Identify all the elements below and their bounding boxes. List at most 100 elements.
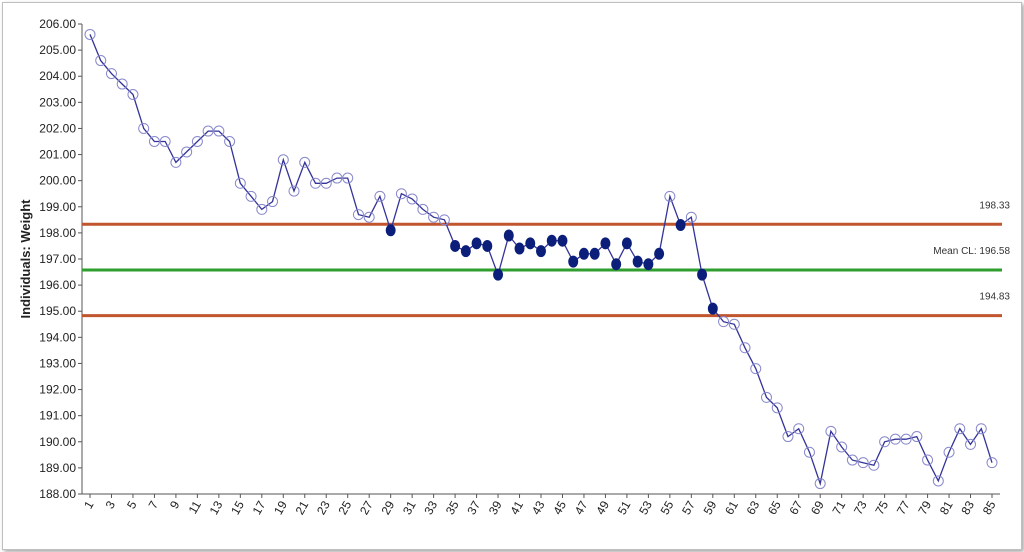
y-tick-label: 190.00 xyxy=(39,435,76,449)
x-tick-label: 59 xyxy=(701,498,720,517)
data-point xyxy=(836,441,848,453)
data-point xyxy=(148,136,160,147)
control-limits: 198.33 Mean CL: 196.58 194.83 xyxy=(82,200,1010,318)
y-tick-label: 189.00 xyxy=(39,461,76,475)
data-point xyxy=(782,431,794,443)
x-tick-label: 3 xyxy=(103,498,119,511)
x-tick-label: 29 xyxy=(378,498,397,517)
data-point xyxy=(417,203,429,215)
x-tick-label: 57 xyxy=(679,498,698,517)
series-line xyxy=(89,34,993,487)
data-point-flagged xyxy=(525,237,536,250)
x-tick-label: 7 xyxy=(146,498,162,511)
data-point xyxy=(138,122,150,134)
data-point-flagged xyxy=(578,247,589,260)
data-point xyxy=(406,193,418,205)
x-tick-label: 31 xyxy=(400,498,419,517)
x-tick-label: 67 xyxy=(787,498,806,517)
x-tick-label: 19 xyxy=(271,498,290,517)
x-tick-label: 1 xyxy=(81,498,97,511)
data-point xyxy=(267,196,279,208)
x-tick-label: 13 xyxy=(207,498,226,517)
data-point xyxy=(954,423,966,435)
data-point xyxy=(170,156,182,168)
x-tick-label: 45 xyxy=(550,498,569,517)
data-point xyxy=(803,446,815,458)
data-point xyxy=(889,433,901,445)
data-point xyxy=(900,433,912,445)
data-point-flagged xyxy=(632,255,643,268)
data-point xyxy=(191,136,203,147)
data-point xyxy=(213,125,225,137)
data-point xyxy=(299,156,311,168)
data-point xyxy=(750,363,762,375)
x-tick-label: 73 xyxy=(851,498,870,517)
data-point xyxy=(739,342,751,354)
data-point xyxy=(159,136,171,147)
data-point xyxy=(277,154,289,166)
data-point-flagged xyxy=(697,268,708,281)
data-point xyxy=(84,28,96,40)
data-point-flagged xyxy=(482,239,493,252)
data-point xyxy=(428,211,440,223)
data-point xyxy=(868,459,880,471)
data-point xyxy=(95,55,107,67)
y-tick-label: 199.00 xyxy=(39,200,76,214)
data-point xyxy=(728,318,740,330)
y-tick-label: 204.00 xyxy=(39,69,76,83)
data-point xyxy=(116,78,128,90)
y-tick-label: 200.00 xyxy=(39,174,76,188)
data-point-flagged xyxy=(460,245,471,258)
y-tick-label: 191.00 xyxy=(39,409,76,423)
data-point-flagged xyxy=(493,268,504,281)
x-tick-label: 83 xyxy=(958,498,977,517)
x-tick-label: 41 xyxy=(507,498,526,517)
data-point xyxy=(911,431,923,443)
data-point-flagged xyxy=(621,237,632,250)
data-point-flagged xyxy=(643,258,654,271)
x-tick-label: 47 xyxy=(572,498,591,517)
data-point xyxy=(342,172,354,184)
x-tick-label: 5 xyxy=(124,498,140,511)
y-tick-label: 205.00 xyxy=(39,43,76,57)
data-point xyxy=(288,185,300,197)
data-point xyxy=(105,68,117,80)
data-point-flagged xyxy=(568,255,579,268)
data-point xyxy=(224,136,236,147)
data-point-flagged xyxy=(611,258,622,271)
x-tick-label: 11 xyxy=(186,498,205,516)
x-tick-label: 21 xyxy=(293,498,312,517)
data-point xyxy=(374,190,386,202)
data-point-flagged xyxy=(707,302,718,315)
data-point xyxy=(685,211,697,223)
series-weight xyxy=(84,28,998,490)
data-point-flagged xyxy=(385,224,396,237)
x-tick-label: 25 xyxy=(336,498,355,517)
data-point xyxy=(664,190,676,202)
control-limit-label: Mean CL: 196.58 xyxy=(933,246,1010,257)
data-point-flagged xyxy=(503,229,514,242)
x-tick-label: 71 xyxy=(829,498,848,517)
data-point xyxy=(181,146,193,158)
y-tick-label: 194.00 xyxy=(39,330,76,344)
x-tick-label: 63 xyxy=(744,498,763,517)
x-tick-label: 9 xyxy=(167,498,183,511)
data-point xyxy=(202,125,214,137)
data-point xyxy=(352,209,364,221)
x-tick-label: 43 xyxy=(529,498,548,517)
data-point xyxy=(761,391,772,403)
x-tick-label: 49 xyxy=(593,498,612,517)
y-tick-label: 197.00 xyxy=(39,252,76,266)
data-point-flagged xyxy=(557,234,568,247)
control-limit-label: 194.83 xyxy=(979,292,1010,303)
x-tick-label: 81 xyxy=(937,498,956,517)
data-point xyxy=(814,478,826,490)
y-tick-label: 203.00 xyxy=(39,95,76,109)
x-tick-label: 85 xyxy=(980,498,999,517)
data-point xyxy=(793,423,805,435)
y-tick-label: 188.00 xyxy=(39,487,76,501)
x-tick-label: 61 xyxy=(722,498,741,517)
data-point-flagged xyxy=(450,239,461,252)
x-tick-label: 15 xyxy=(228,498,247,517)
